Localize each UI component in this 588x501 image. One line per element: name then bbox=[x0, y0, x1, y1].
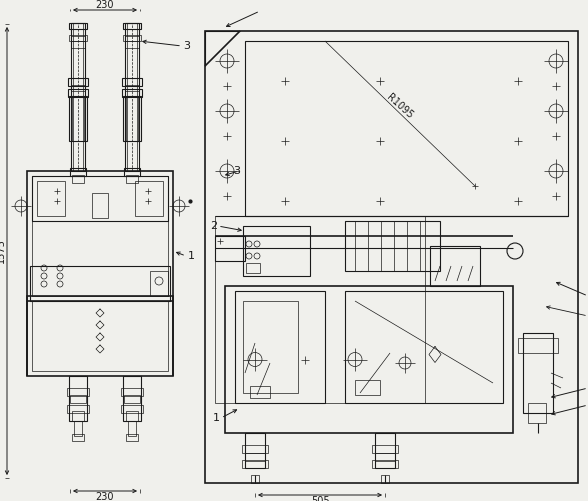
Bar bbox=[70, 168, 86, 176]
Bar bbox=[125, 41, 139, 48]
Text: 3: 3 bbox=[233, 166, 240, 176]
Bar bbox=[72, 411, 84, 421]
Bar bbox=[245, 433, 265, 468]
Bar bbox=[251, 475, 259, 483]
Text: 1: 1 bbox=[213, 413, 220, 423]
Bar bbox=[72, 96, 84, 141]
Bar bbox=[372, 460, 398, 468]
Bar bbox=[30, 266, 170, 301]
Bar bbox=[67, 405, 89, 413]
Bar bbox=[123, 96, 141, 141]
Bar bbox=[135, 181, 163, 216]
Bar bbox=[32, 176, 168, 296]
Bar bbox=[123, 376, 141, 421]
Bar bbox=[69, 23, 87, 29]
Bar bbox=[121, 388, 143, 396]
Bar bbox=[125, 85, 139, 91]
Bar bbox=[71, 85, 85, 91]
Text: 230: 230 bbox=[96, 492, 114, 501]
Bar bbox=[69, 376, 87, 421]
Text: 3: 3 bbox=[183, 41, 190, 51]
Bar bbox=[32, 176, 168, 221]
Bar bbox=[126, 411, 138, 421]
Bar bbox=[523, 333, 553, 413]
Bar bbox=[27, 171, 173, 301]
Bar bbox=[375, 433, 395, 468]
Bar bbox=[126, 175, 138, 183]
Bar bbox=[243, 301, 298, 393]
Bar bbox=[245, 41, 568, 216]
Bar bbox=[205, 31, 578, 483]
Bar bbox=[67, 388, 89, 396]
Bar bbox=[242, 445, 268, 453]
Bar bbox=[242, 460, 268, 468]
Bar bbox=[69, 35, 87, 41]
Bar bbox=[345, 291, 503, 403]
Bar bbox=[68, 89, 88, 97]
Bar bbox=[70, 395, 86, 403]
Text: 1575: 1575 bbox=[0, 238, 6, 264]
Bar bbox=[246, 263, 260, 273]
Bar bbox=[122, 78, 142, 86]
Bar bbox=[225, 286, 513, 433]
Bar bbox=[245, 453, 265, 461]
Bar bbox=[123, 35, 141, 41]
Bar bbox=[128, 421, 136, 436]
Bar bbox=[125, 29, 139, 36]
Bar bbox=[124, 168, 140, 176]
Bar bbox=[125, 23, 139, 171]
Bar bbox=[127, 23, 137, 171]
Bar bbox=[69, 96, 87, 141]
Bar bbox=[72, 175, 84, 183]
Bar bbox=[73, 23, 83, 171]
Bar bbox=[121, 405, 143, 413]
Bar bbox=[528, 403, 546, 423]
Bar bbox=[71, 29, 85, 36]
Bar bbox=[124, 395, 140, 403]
Bar bbox=[150, 271, 168, 296]
Bar bbox=[37, 181, 65, 216]
Bar bbox=[345, 221, 440, 271]
Bar bbox=[381, 475, 389, 483]
Bar bbox=[68, 78, 88, 86]
Bar bbox=[122, 89, 142, 97]
Bar bbox=[126, 434, 138, 441]
Bar bbox=[372, 445, 398, 453]
Text: 1: 1 bbox=[188, 251, 195, 261]
Bar bbox=[71, 41, 85, 48]
Text: R1095: R1095 bbox=[385, 92, 415, 120]
Text: 2: 2 bbox=[210, 221, 217, 231]
Bar bbox=[27, 296, 173, 376]
Bar bbox=[74, 421, 82, 436]
Bar bbox=[215, 236, 245, 261]
Bar bbox=[355, 380, 380, 395]
Bar bbox=[126, 96, 138, 141]
Bar bbox=[375, 453, 395, 461]
Bar bbox=[92, 193, 108, 218]
Text: 505: 505 bbox=[310, 496, 329, 501]
Bar bbox=[430, 246, 480, 286]
Bar bbox=[72, 434, 84, 441]
Text: 230: 230 bbox=[96, 0, 114, 10]
Bar bbox=[250, 386, 270, 398]
Bar bbox=[123, 23, 141, 29]
Bar bbox=[32, 301, 168, 371]
Bar bbox=[71, 23, 85, 171]
Bar bbox=[235, 291, 325, 403]
Bar bbox=[518, 338, 558, 353]
Bar bbox=[243, 226, 310, 276]
Bar bbox=[215, 216, 425, 403]
